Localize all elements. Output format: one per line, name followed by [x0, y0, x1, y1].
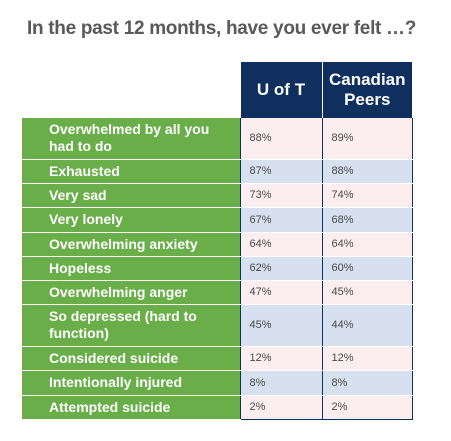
peers-value: 60%	[321, 256, 413, 281]
row-label: Attempted suicide	[22, 395, 240, 420]
peers-value: 45%	[321, 280, 413, 305]
header-u-of-t-label: U of T	[256, 80, 306, 99]
u-of-t-value: 8%	[239, 370, 322, 396]
u-of-t-value: 87%	[239, 159, 322, 184]
table-row: Very lonely 67% 68%	[22, 207, 413, 233]
peers-value: 89%	[321, 118, 413, 160]
peers-value: 8%	[321, 370, 413, 396]
row-label: Considered suicide	[22, 346, 240, 371]
peers-value: 44%	[321, 304, 413, 347]
row-label: Very lonely	[22, 207, 240, 233]
data-table: U of T Canadian Peers Overwhelmed by all …	[22, 62, 413, 420]
table-row: Overwhelmed by all you had to do 88% 89%	[22, 118, 413, 160]
u-of-t-value: 12%	[239, 346, 322, 371]
u-of-t-value: 88%	[239, 118, 322, 160]
u-of-t-value: 47%	[239, 280, 322, 305]
peers-value: 74%	[321, 183, 413, 208]
header-peers-line1: Canadian	[328, 70, 406, 89]
header-u-of-t: U of T	[239, 62, 322, 118]
row-label: So depressed (hard to function)	[22, 304, 240, 347]
peers-value: 88%	[321, 159, 413, 184]
row-label: Overwhelming anxiety	[22, 232, 240, 257]
table-row: Attempted suicide 2% 2%	[22, 395, 413, 420]
table-row: Hopeless 62% 60%	[22, 256, 413, 281]
peers-value: 64%	[321, 232, 413, 257]
table-row: Considered suicide 12% 12%	[22, 346, 413, 371]
u-of-t-value: 73%	[239, 183, 322, 208]
table-row: Overwhelming anxiety 64% 64%	[22, 232, 413, 257]
table-row: Very sad 73% 74%	[22, 183, 413, 208]
peers-value: 12%	[321, 346, 413, 371]
row-label: Intentionally injured	[22, 370, 240, 396]
u-of-t-value: 2%	[239, 395, 322, 420]
table-row: Overwhelming anger 47% 45%	[22, 280, 413, 305]
table-row: So depressed (hard to function) 45% 44%	[22, 304, 413, 347]
row-label: Overwhelmed by all you had to do	[22, 118, 240, 160]
row-label: Overwhelming anger	[22, 280, 240, 305]
header-blank	[22, 62, 240, 118]
header-canadian-peers: Canadian Peers	[321, 62, 412, 118]
row-label: Very sad	[22, 183, 240, 208]
chart-title: In the past 12 months, have you ever fel…	[27, 18, 417, 39]
row-label: Exhausted	[22, 159, 240, 184]
u-of-t-value: 64%	[239, 232, 322, 257]
header-peers-line2: Peers	[344, 90, 391, 109]
peers-value: 68%	[321, 207, 413, 233]
header-row: U of T Canadian Peers	[22, 62, 412, 118]
table-body: Overwhelmed by all you had to do 88% 89% Ex…	[22, 118, 413, 420]
table-row: Exhausted 87% 88%	[22, 159, 413, 184]
table-row: Intentionally injured 8% 8%	[22, 370, 413, 396]
u-of-t-value: 67%	[239, 207, 322, 233]
u-of-t-value: 62%	[239, 256, 322, 281]
peers-value: 2%	[321, 395, 413, 420]
u-of-t-value: 45%	[239, 304, 322, 347]
row-label: Hopeless	[22, 256, 240, 281]
